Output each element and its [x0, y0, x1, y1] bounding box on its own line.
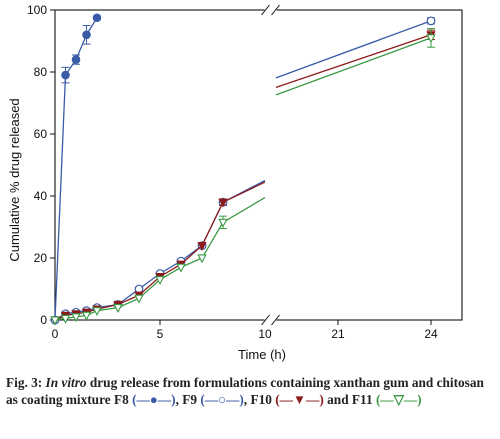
axis-break-mark-bottom: [271, 314, 280, 326]
data-point-f8: [92, 13, 102, 23]
y-axis-label: Cumulative % drug released: [7, 98, 22, 261]
series-line-f10-extended: [275, 34, 432, 89]
data-point-f8: [61, 70, 70, 80]
release-chart: 0 20 40 60 80 100 0 5 10 21 24 Cumulative % drug r…: [7, 3, 463, 362]
series-line-f9: [54, 179, 266, 321]
plot-frame: [54, 9, 463, 321]
data-point-f11: [176, 263, 186, 273]
x-tick-label: 0: [52, 327, 59, 341]
data-point-f11: [426, 34, 436, 44]
caption-in-vitro: In vitro: [45, 375, 87, 390]
caption-sep-f10: , F10: [243, 392, 272, 407]
series-line-f11: [54, 196, 266, 321]
data-point-f11: [71, 313, 81, 323]
caption-sep-f11: and F11: [327, 392, 373, 407]
y-tick-label: 100: [27, 3, 47, 17]
data-point-f11: [218, 218, 228, 228]
caption-symbol-f10: (—▼—): [275, 392, 324, 407]
axis-break-mark-top: [271, 4, 280, 16]
x-tick-label: 21: [331, 327, 345, 341]
y-tick-label: 20: [34, 251, 48, 265]
data-point-f8: [82, 30, 91, 40]
caption-fig-number: Fig. 3:: [6, 375, 43, 390]
figure-caption: Fig. 3: In vitro drug release from formu…: [6, 374, 496, 408]
axis-break-gap-top: [264, 5, 277, 15]
data-point-f8: [71, 55, 81, 64]
x-axis-label: Time (h): [238, 347, 286, 362]
axis-break-mark-bottom: [261, 314, 270, 326]
data-point-f11: [81, 311, 92, 321]
y-tick-label: 80: [34, 65, 48, 79]
series-line-f11-extended: [275, 37, 432, 96]
caption-sep-f9: , F9: [175, 392, 197, 407]
series-line-f9-extended: [275, 20, 432, 79]
data-point-f10: [218, 198, 228, 208]
data-point-f11: [113, 304, 123, 313]
data-point-f11: [197, 254, 207, 264]
x-tick-label: 24: [424, 327, 438, 341]
axis-break-mark-top: [261, 4, 270, 16]
x-tick-label: 5: [157, 327, 164, 341]
series-line-f10: [54, 181, 266, 321]
data-point-f11: [134, 294, 144, 304]
axis-break-gap-bottom: [264, 315, 277, 325]
caption-symbol-f9: (—○—): [200, 392, 244, 407]
y-tick-label: 0: [40, 313, 47, 327]
x-tick-label: 10: [258, 327, 272, 341]
caption-text: drug release from formulations containin…: [6, 375, 484, 407]
data-point-f10: [197, 242, 207, 251]
data-point-f11: [92, 307, 102, 317]
data-point-f11: [155, 276, 165, 286]
y-tick-label: 60: [34, 127, 48, 141]
caption-symbol-f11: (—▽—): [375, 392, 422, 407]
data-point-f9: [426, 16, 436, 26]
data-point-f11: [60, 314, 71, 324]
caption-symbol-f8: (—●—): [132, 392, 176, 407]
plot-area: 0 20 40 60 80 100 0 5 10 21 24: [27, 3, 463, 341]
data-point-f11: [50, 316, 60, 326]
y-tick-label: 40: [34, 189, 48, 203]
